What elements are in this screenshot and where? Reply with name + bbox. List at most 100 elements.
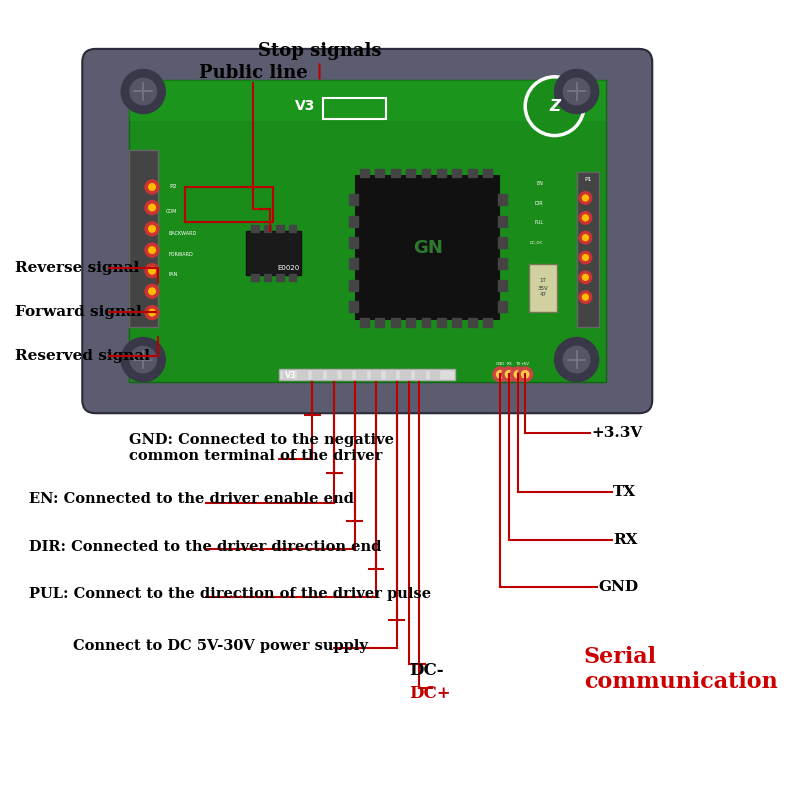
Circle shape [145,201,159,214]
Bar [386,370,395,379]
Bar [129,81,606,382]
Bar [312,370,322,379]
Text: Public line: Public line [199,64,308,82]
Circle shape [563,78,590,105]
Bar [246,231,301,275]
Bar [529,264,557,312]
Bar [453,169,462,178]
Text: Serial
communication: Serial communication [584,646,778,694]
Circle shape [145,222,159,236]
Circle shape [497,370,504,378]
Bar [498,258,507,270]
Bar [349,194,358,206]
Text: EN: Connected to the driver enable end: EN: Connected to the driver enable end [30,492,354,506]
Text: E0020: E0020 [278,265,300,270]
Bar [327,370,337,379]
Circle shape [145,243,159,257]
Circle shape [149,184,155,190]
Circle shape [121,338,166,382]
Circle shape [579,251,592,264]
Bar [279,369,455,380]
Bar [453,318,462,326]
Circle shape [579,211,592,224]
Text: Forward signal: Forward signal [14,305,142,319]
Text: FAN: FAN [169,272,178,277]
Bar [468,318,477,326]
Bar [390,169,399,178]
Circle shape [149,247,155,254]
Text: GND: GND [598,580,638,594]
Circle shape [582,254,588,261]
Text: EN: EN [537,181,543,186]
Text: DC-DC: DC-DC [530,241,543,245]
Bar [498,279,507,290]
Text: PUL: Connect to the direction of the driver pulse: PUL: Connect to the direction of the dri… [30,587,431,602]
Circle shape [525,77,584,135]
Circle shape [582,234,588,241]
Circle shape [145,306,159,319]
Text: +3.3V: +3.3V [591,426,642,440]
Bar [276,225,283,232]
Bar [356,176,499,319]
Bar [129,150,158,326]
Circle shape [145,264,159,278]
Bar [371,370,381,379]
Text: GND: GND [495,362,505,366]
Text: 1T: 1T [539,278,546,283]
Bar [349,237,358,248]
Text: Stop signals: Stop signals [258,42,382,60]
Text: P1: P1 [584,177,591,182]
Bar [498,301,507,312]
Text: TX: TX [614,485,637,499]
Bar [406,318,415,326]
Text: Z: Z [549,98,560,114]
Bar [129,81,606,121]
Bar [422,169,430,178]
Bar [375,318,384,326]
Text: V3: V3 [294,99,315,113]
Bar [356,370,366,379]
Circle shape [582,195,588,201]
Circle shape [582,274,588,280]
Bar [349,216,358,226]
Bar [251,225,258,232]
Bar [289,274,296,281]
Circle shape [149,288,155,294]
Bar [342,370,351,379]
Circle shape [563,346,590,373]
Bar [400,370,410,379]
Bar [289,225,296,232]
Bar [498,194,507,206]
Circle shape [554,70,598,114]
Text: Connect to DC 5V-30V power supply: Connect to DC 5V-30V power supply [74,638,368,653]
Bar [375,169,384,178]
Bar [264,274,271,281]
Text: GN: GN [413,238,443,257]
Bar [185,187,274,222]
Text: GND: Connected to the negative
common terminal of the driver: GND: Connected to the negative common te… [129,433,394,463]
Circle shape [149,204,155,211]
Bar [415,370,425,379]
Circle shape [579,192,592,204]
Circle shape [582,294,588,300]
Bar [251,274,258,281]
FancyBboxPatch shape [82,49,652,414]
Bar [276,274,283,281]
Bar [498,216,507,226]
Bar [468,169,477,178]
Bar [437,318,446,326]
Circle shape [502,367,516,382]
Bar [349,301,358,312]
Circle shape [510,367,525,382]
Bar [390,318,399,326]
Bar [498,237,507,248]
Circle shape [518,367,533,382]
Circle shape [145,284,159,298]
Circle shape [149,226,155,232]
Text: 35V
47: 35V 47 [538,286,548,297]
Text: RX: RX [506,362,512,366]
Circle shape [579,291,592,303]
Text: DIR: DIR [535,201,543,206]
Circle shape [145,180,159,194]
Bar [430,370,439,379]
